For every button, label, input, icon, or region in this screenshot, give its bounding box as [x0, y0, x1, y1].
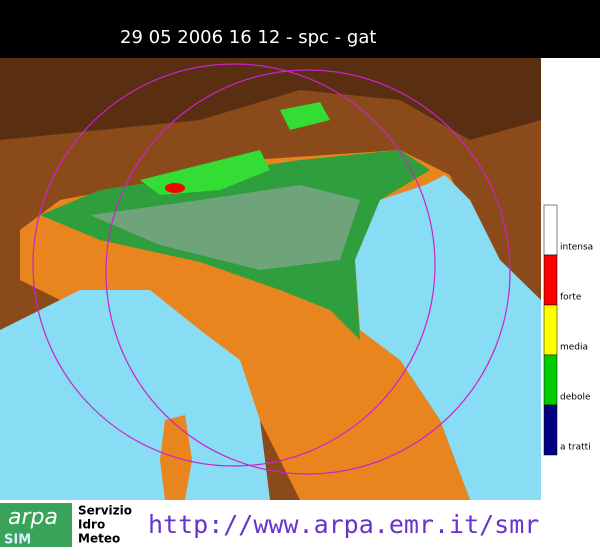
- url: http://www.arpa.emr.it/smr: [148, 510, 539, 539]
- logo-box: [0, 503, 72, 547]
- map: [0, 58, 541, 500]
- legend-swatch: [543, 354, 558, 406]
- logo-sub: SIM: [4, 533, 31, 548]
- radar-range: [105, 69, 511, 475]
- logo: arpa: [8, 505, 58, 530]
- adriatic-sea: [355, 175, 541, 500]
- legend-label: intensa: [560, 243, 593, 253]
- header-bar: [0, 0, 600, 58]
- legend-label: a tratti: [560, 443, 591, 453]
- legend-swatch: [543, 254, 558, 306]
- legend-label: forte: [560, 293, 582, 303]
- legend-label: media: [560, 343, 588, 353]
- tyrrhenian-sea: [0, 290, 270, 500]
- alps: [0, 58, 541, 140]
- legend-label: debole: [560, 393, 591, 403]
- header-title: 29 05 2006 16 12 - spc - gat: [120, 27, 376, 48]
- legend-swatch: [543, 204, 558, 256]
- legend-swatch: [543, 304, 558, 356]
- org-line: Meteo: [78, 532, 120, 546]
- rain-light: [90, 185, 360, 270]
- rain-moderate: [280, 102, 330, 130]
- rain-heavy: [165, 183, 185, 193]
- org-line: Servizio: [78, 504, 132, 518]
- legend-swatch: [543, 404, 558, 456]
- legend: intensa forte media debole a tratti: [543, 204, 593, 456]
- org-line: Idro: [78, 518, 105, 532]
- radar-range: [32, 63, 436, 467]
